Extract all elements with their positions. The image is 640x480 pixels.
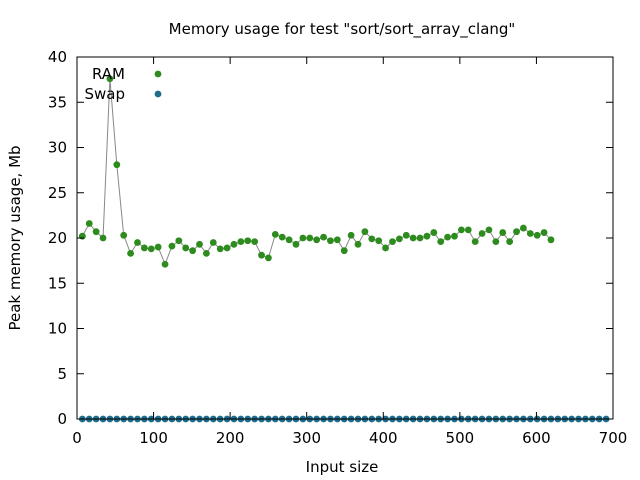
data-point-ram [154,243,162,251]
x-tick-label: 400 [369,429,398,447]
data-point-ram [492,238,500,246]
data-point-ram [506,238,514,246]
data-point-ram [106,75,114,83]
legend-label-swap: Swap [84,85,125,103]
legend: RAM Swap [84,65,162,103]
data-point-ram [451,232,458,240]
data-point-ram [375,237,383,245]
y-tick-label: 30 [48,139,67,157]
data-point-ram [457,226,465,234]
tick-layer: 0 100 200 300 400 500 600 700 0 5 10 15 20 25 30 35 40 [48,48,627,447]
x-tick-label: 600 [522,429,551,447]
data-point-ram [85,220,93,227]
x-tick-label: 700 [599,429,628,447]
data-point-ram [99,234,107,242]
data-point-ram [395,235,403,243]
data-point-ram [230,240,238,248]
data-point-ram [285,236,293,244]
data-point-ram [485,226,493,234]
y-tick-label: 35 [48,93,67,111]
series-layer [78,75,610,423]
data-point-ram [347,231,355,239]
data-point-ram [168,242,176,250]
data-point-ram [140,244,148,252]
y-axis-label: Peak memory usage, Mb [6,145,24,330]
data-point-ram [189,247,197,255]
data-point-ram [203,249,210,257]
x-tick-label: 200 [216,429,245,447]
data-point-ram [478,230,486,237]
plot-frame [76,56,614,420]
legend-label-ram: RAM [92,65,125,83]
data-point-ram [244,237,252,245]
data-point-ram [299,234,307,242]
data-point-ram [513,228,520,236]
data-point-ram [382,244,389,252]
legend-marker-ram [154,70,162,78]
x-tick-label: 0 [72,429,82,447]
data-point-ram [161,260,169,268]
data-point-ram [464,226,472,234]
data-point-ram [430,229,438,236]
data-point-ram [292,240,300,248]
data-point-ram [251,238,259,246]
x-axis-label: Input size [306,458,379,476]
data-point-ram [471,238,479,246]
data-point-ram [237,238,245,246]
y-tick-label: 25 [48,184,67,202]
data-point-ram [258,251,265,259]
data-point-ram [306,234,314,242]
data-point-ram [526,230,534,237]
data-point-ram [147,245,155,253]
data-point-ram [134,239,141,246]
data-point-ram [520,224,527,232]
series-ram [78,75,555,268]
data-point-ram [361,228,369,236]
data-point-ram [175,237,183,245]
data-point-ram [402,231,410,239]
data-point-ram [216,245,224,253]
data-point-ram [333,236,341,244]
data-point-ram [113,161,121,169]
data-point-ram [444,233,452,241]
data-point-ram [354,240,362,248]
data-point-ram [265,254,272,262]
data-point-ram [389,238,396,246]
data-point-ram [78,232,86,240]
data-point-ram [196,240,203,248]
data-point-ram [409,234,417,242]
data-point-ram [368,235,376,243]
y-tick-label: 40 [48,48,67,66]
data-point-ram [127,249,134,257]
data-point-ram [223,244,231,252]
y-tick-label: 15 [48,274,67,292]
data-point-ram [547,236,555,244]
data-point-ram [540,229,548,236]
data-point-ram [120,231,128,239]
data-point-ram [320,233,327,241]
data-point-ram [92,228,100,236]
data-point-ram [533,231,541,239]
data-point-ram [437,238,445,246]
data-point-ram [423,232,431,240]
y-tick-label: 10 [48,320,67,338]
data-point-ram [182,244,190,252]
legend-marker-swap [154,90,162,98]
data-point-ram [499,229,507,236]
data-point-ram [271,230,279,238]
data-point-ram [327,237,334,245]
x-tick-label: 500 [446,429,475,447]
data-point-ram [313,236,321,244]
y-tick-label: 0 [57,410,67,428]
chart-title: Memory usage for test "sort/sort_array_c… [169,20,516,39]
data-point-ram [278,233,286,241]
data-point-ram [416,234,424,242]
data-point-ram [340,247,348,255]
x-tick-label: 300 [292,429,321,447]
y-tick-label: 20 [48,229,67,247]
x-tick-label: 100 [139,429,168,447]
y-tick-label: 5 [57,365,67,383]
data-point-ram [209,239,217,246]
